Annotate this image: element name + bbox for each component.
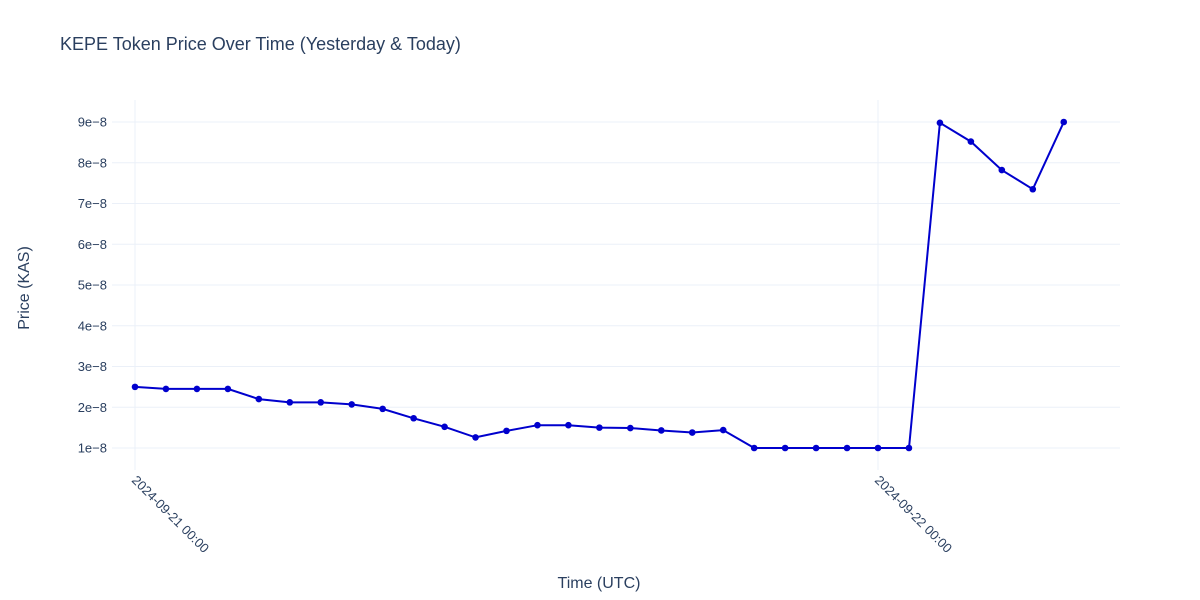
data-point	[441, 423, 448, 431]
chart-title: KEPE Token Price Over Time (Yesterday & …	[60, 34, 461, 54]
data-point	[162, 385, 170, 393]
data-point	[781, 444, 789, 452]
y-tick-label: 2e−8	[78, 400, 107, 415]
data-point	[317, 399, 325, 406]
y-tick-label: 5e−8	[78, 278, 107, 293]
data-point	[224, 385, 232, 393]
y-tick-label: 6e−8	[78, 237, 107, 252]
data-point	[503, 427, 510, 435]
data-point	[348, 401, 356, 408]
data-point	[843, 444, 851, 452]
data-point	[193, 385, 201, 393]
data-point	[131, 383, 139, 391]
data-point	[596, 424, 603, 431]
x-tick-label: 2024-09-21 00:00	[129, 473, 212, 556]
y-tick-label: 9e−8	[78, 115, 107, 130]
x-tick-label: 2024-09-22 00:00	[872, 473, 955, 556]
data-point	[967, 138, 975, 145]
y-axis-title: Price (KAS)	[16, 246, 33, 330]
y-tick-label: 1e−8	[78, 441, 107, 456]
data-point	[410, 414, 417, 422]
y-axis-ticks: 1e−8 2e−8 3e−8 4e−8 5e−8 6e−8 7e−8 8e−8 9e−8	[78, 115, 107, 456]
y-tick-label: 8e−8	[78, 155, 107, 170]
data-point	[255, 395, 263, 403]
data-point	[627, 424, 634, 432]
data-point	[905, 444, 913, 452]
data-point	[936, 119, 944, 127]
data-point	[998, 166, 1006, 174]
data-point	[719, 426, 727, 434]
data-point	[688, 429, 696, 436]
data-point	[565, 421, 572, 429]
data-point	[472, 434, 479, 441]
data-point	[1029, 185, 1037, 193]
data-point	[657, 427, 665, 434]
series-points	[131, 118, 1068, 452]
grid-layer	[112, 100, 1120, 470]
data-point	[286, 399, 294, 406]
data-point	[874, 444, 882, 452]
y-tick-label: 3e−8	[78, 359, 107, 374]
x-axis-ticks: 2024-09-21 00:00 2024-09-22 00:00	[129, 473, 955, 556]
data-point	[379, 405, 386, 413]
data-point	[750, 444, 758, 452]
y-tick-label: 4e−8	[78, 318, 107, 333]
data-point	[534, 421, 541, 429]
data-point	[1060, 118, 1068, 126]
x-axis-title: Time (UTC)	[558, 575, 641, 592]
y-tick-label: 7e−8	[78, 196, 107, 211]
data-point	[812, 444, 820, 452]
